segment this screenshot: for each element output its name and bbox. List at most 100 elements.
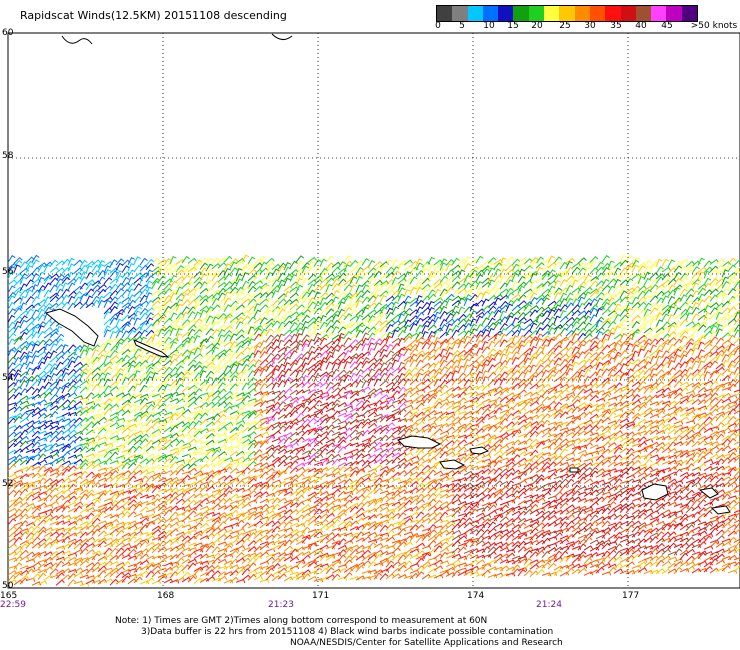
wind-barb [241,336,251,343]
wind-barb [187,351,195,360]
wind-barb [643,361,652,369]
wind-barb [445,415,455,422]
wind-barb [619,308,629,317]
wind-barb [529,345,537,355]
wind-barb [241,480,251,487]
wind-barb [337,261,346,269]
wind-barb [667,495,678,502]
wind-barb [313,301,322,310]
wind-barb [661,266,672,273]
wind-barb [715,429,726,435]
wind-barb [511,377,520,385]
wind-barb [409,359,418,367]
wind-barb [115,318,123,327]
wind-barb [7,332,17,340]
wind-barb [283,486,294,492]
wind-barb [115,484,126,489]
wind-barb [103,329,111,338]
wind-barb [133,256,141,265]
wind-barb [61,418,72,423]
wind-barb [169,404,180,411]
wind-barb [673,428,683,435]
wind-barb [487,399,498,404]
wind-barb [223,329,233,337]
wind-barb [511,364,520,373]
wind-barb [229,352,238,360]
wind-barb [343,330,353,339]
wind-barb [607,260,615,269]
wind-barb [85,279,95,286]
wind-barb [43,381,52,389]
wind-barb [169,425,179,433]
wind-barb [397,480,408,485]
wind-barb [625,278,634,286]
wind-barb [229,436,239,444]
wind-barb [571,339,581,346]
wind-barb [733,421,740,429]
wind-barb [625,368,634,376]
wind-barb [295,462,306,468]
wind-barb [19,283,28,292]
wind-barb [733,324,740,333]
wind-barb [355,501,365,509]
wind-barb [85,282,95,291]
wind-barb [595,356,604,365]
wind-barb [85,367,94,376]
wind-barb [685,426,696,431]
wind-barb [601,368,610,376]
wind-barb [19,380,28,389]
wind-barb [727,360,736,368]
wind-barb [727,438,737,446]
wind-barb [313,470,323,477]
wind-barb [13,259,23,268]
wind-barb [235,351,245,359]
wind-barb [55,344,65,351]
wind-barb [109,411,120,417]
wind-barb [67,271,75,281]
wind-barb [187,311,196,319]
wind-barb [613,342,621,352]
wind-barb [187,506,198,512]
wind-barb [397,329,407,338]
wind-barb [487,434,498,440]
wind-barb [379,453,389,460]
wind-barb [487,436,497,445]
wind-barb [709,312,719,320]
wind-barb [103,466,114,471]
wind-barb [187,339,195,349]
wind-barb [301,314,311,323]
wind-barb [643,271,651,280]
wind-barb [151,403,161,411]
wind-barb [49,292,59,299]
wind-barb [157,373,167,381]
wind-barb [511,310,521,318]
wind-barb [583,388,594,394]
wind-barb [535,327,544,336]
wind-barb [343,360,351,370]
wind-barb [457,468,468,475]
wind-barb [385,366,395,375]
wind-barb [583,383,594,388]
wind-barb [241,280,250,289]
wind-barb [547,255,556,264]
wind-barb [19,488,29,496]
wind-barb [565,431,576,438]
wind-barb [343,295,352,304]
wind-barb [319,328,330,335]
wind-barb [535,403,546,409]
wind-barb [457,306,465,315]
wind-barb [235,423,245,431]
wind-barb [247,506,258,512]
wind-barb [307,417,317,425]
wind-barb [643,349,652,358]
wind-barb [571,333,579,342]
wind-barb [637,326,646,335]
wind-barb [685,279,695,287]
wind-barb [475,480,486,487]
wind-barb [259,322,268,331]
wind-barb [421,378,431,385]
wind-barb [667,343,676,352]
wind-barb [199,370,207,379]
wind-barb [271,263,281,270]
wind-barb [379,434,389,442]
